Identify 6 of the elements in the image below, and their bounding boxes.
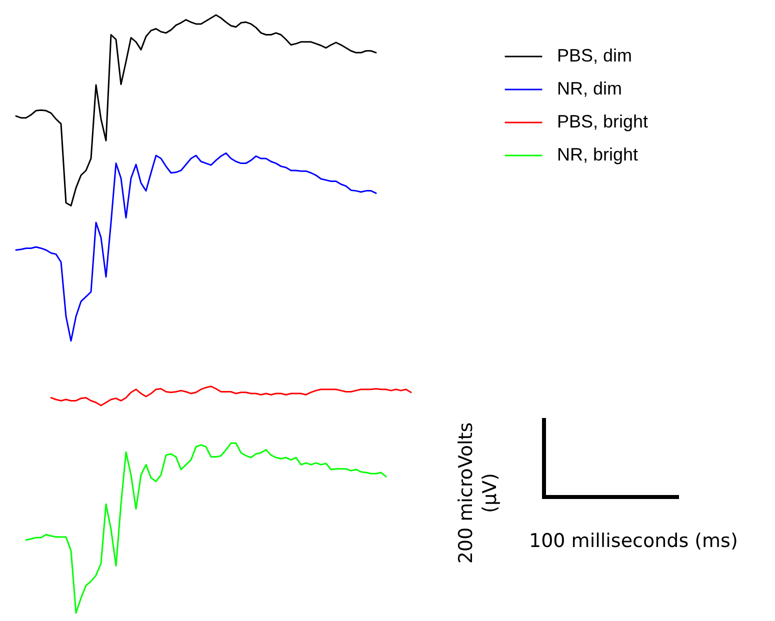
legend-label: NR, bright bbox=[557, 144, 638, 164]
legend-label: PBS, bright bbox=[557, 112, 648, 132]
legend-label: PBS, dim bbox=[557, 46, 632, 66]
text: 100 milliseconds (ms) bbox=[529, 530, 738, 552]
text: 200 microVolts (µV) bbox=[455, 422, 501, 564]
legend-label: NR, dim bbox=[557, 78, 622, 98]
